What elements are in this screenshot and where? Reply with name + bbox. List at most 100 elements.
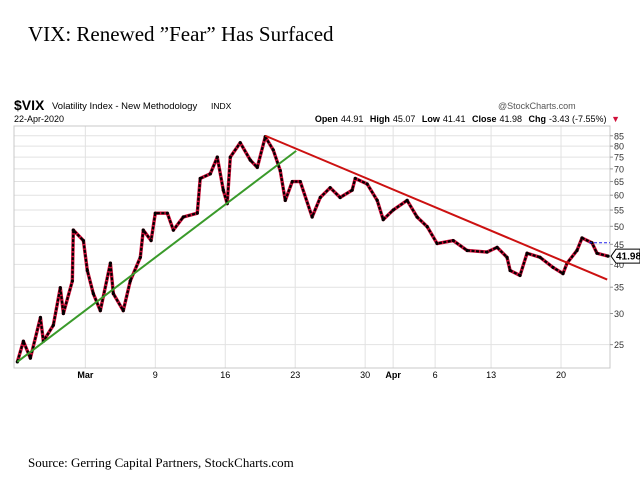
price-point xyxy=(171,228,175,232)
close-value: 41.98 xyxy=(499,114,522,124)
plot-frame xyxy=(13,125,611,369)
open-value: 44.91 xyxy=(341,114,364,124)
price-point xyxy=(71,228,75,232)
x-tick-label: 16 xyxy=(220,370,230,380)
price-point xyxy=(495,245,499,249)
price-point xyxy=(38,315,43,320)
price-point xyxy=(278,169,282,173)
price-point xyxy=(485,250,489,254)
low-label: Low xyxy=(422,114,441,124)
price-point xyxy=(138,255,142,259)
chg-value: -3.43 (-7.55%) xyxy=(549,114,607,124)
price-point xyxy=(108,261,112,265)
price-point xyxy=(228,155,232,159)
price-point xyxy=(508,268,512,273)
x-tick-label: 30 xyxy=(360,370,370,380)
price-point xyxy=(365,182,369,186)
trendlines xyxy=(16,134,610,363)
downtrend-line xyxy=(264,134,608,281)
price-point xyxy=(111,292,115,296)
price-point xyxy=(525,251,529,255)
price-point xyxy=(128,279,132,283)
y-tick-label: 80 xyxy=(614,142,624,152)
price-point xyxy=(98,309,102,313)
price-point xyxy=(595,251,599,255)
price-point xyxy=(271,148,275,152)
price-point xyxy=(425,225,429,229)
high-value: 45.07 xyxy=(393,114,416,124)
uptrend-line xyxy=(16,150,297,363)
price-point xyxy=(70,279,74,283)
y-tick-label: 65 xyxy=(614,177,624,187)
y-tick-label: 40 xyxy=(614,260,624,270)
price-point xyxy=(538,255,542,259)
ohlc-readout: Open 44.91 High 45.07 Low 41.41 Close 41.98 … xyxy=(315,114,620,124)
price-point xyxy=(238,141,242,145)
price-point xyxy=(58,286,62,290)
price-point xyxy=(391,208,395,212)
down-arrow-icon: ▼ xyxy=(611,114,620,124)
price-point xyxy=(580,236,584,240)
price-point xyxy=(61,311,65,316)
y-tick-label: 45 xyxy=(614,240,624,250)
price-point xyxy=(381,218,385,222)
price-point xyxy=(153,211,157,215)
y-tick-label: 60 xyxy=(614,191,624,201)
price-point xyxy=(415,215,419,219)
x-axis: Mar 9 16 23 30 Apr 6 13 20 xyxy=(77,370,566,380)
price-point xyxy=(181,215,185,219)
page-title: VIX: Renewed ”Fear” Has Surfaced xyxy=(28,22,334,46)
price-point xyxy=(198,176,202,181)
low-value: 41.41 xyxy=(443,114,466,124)
y-tick-label: 35 xyxy=(614,283,624,293)
price-point xyxy=(21,339,25,343)
price-point xyxy=(328,186,332,190)
stockcharts-watermark: @StockCharts.com xyxy=(498,101,576,111)
price-point xyxy=(575,248,579,253)
chart-exchange: INDX xyxy=(211,101,232,111)
price-point xyxy=(606,254,610,258)
price-point xyxy=(255,165,259,170)
y-tick-label: 50 xyxy=(614,222,624,232)
high-label: High xyxy=(370,114,390,124)
last-value-label: 41.98 xyxy=(616,252,640,263)
price-point xyxy=(465,248,469,253)
price-point xyxy=(561,272,565,276)
price-point xyxy=(551,265,555,270)
grid xyxy=(14,126,610,368)
price-point xyxy=(405,198,409,203)
price-point xyxy=(195,211,199,215)
last-value-tag: 41.98 xyxy=(610,248,640,264)
price-point xyxy=(215,155,219,159)
chart-symbol: $VIX xyxy=(14,97,45,113)
price-point xyxy=(81,238,85,243)
y-tick-label: 55 xyxy=(614,206,624,216)
price-point xyxy=(221,188,225,192)
price-point xyxy=(338,195,342,200)
price-series xyxy=(15,135,610,364)
price-point xyxy=(248,158,252,162)
chg-label: Chg xyxy=(529,114,547,124)
y-tick-label: 25 xyxy=(614,340,624,350)
price-point xyxy=(165,211,169,215)
price-point xyxy=(435,241,439,246)
x-tick-label: 6 xyxy=(433,370,438,380)
y-tick-label: 85 xyxy=(614,131,624,141)
price-point xyxy=(353,176,357,181)
last-value-box xyxy=(610,248,640,264)
close-label: Close xyxy=(472,114,497,124)
source-note: Source: Gerring Capital Partners, StockC… xyxy=(28,455,294,470)
price-point xyxy=(451,238,455,243)
price-point xyxy=(505,255,509,259)
chart-index-name: Volatility Index - New Methodology xyxy=(52,101,197,112)
price-point xyxy=(318,195,322,200)
price-point xyxy=(28,356,32,360)
price-line-shadow xyxy=(15,135,609,363)
y-tick-label: 70 xyxy=(614,164,624,174)
y-tick-label: 75 xyxy=(614,153,624,163)
x-tick-label: 23 xyxy=(290,370,300,380)
price-point xyxy=(208,172,212,176)
x-tick-label: 9 xyxy=(153,370,158,380)
